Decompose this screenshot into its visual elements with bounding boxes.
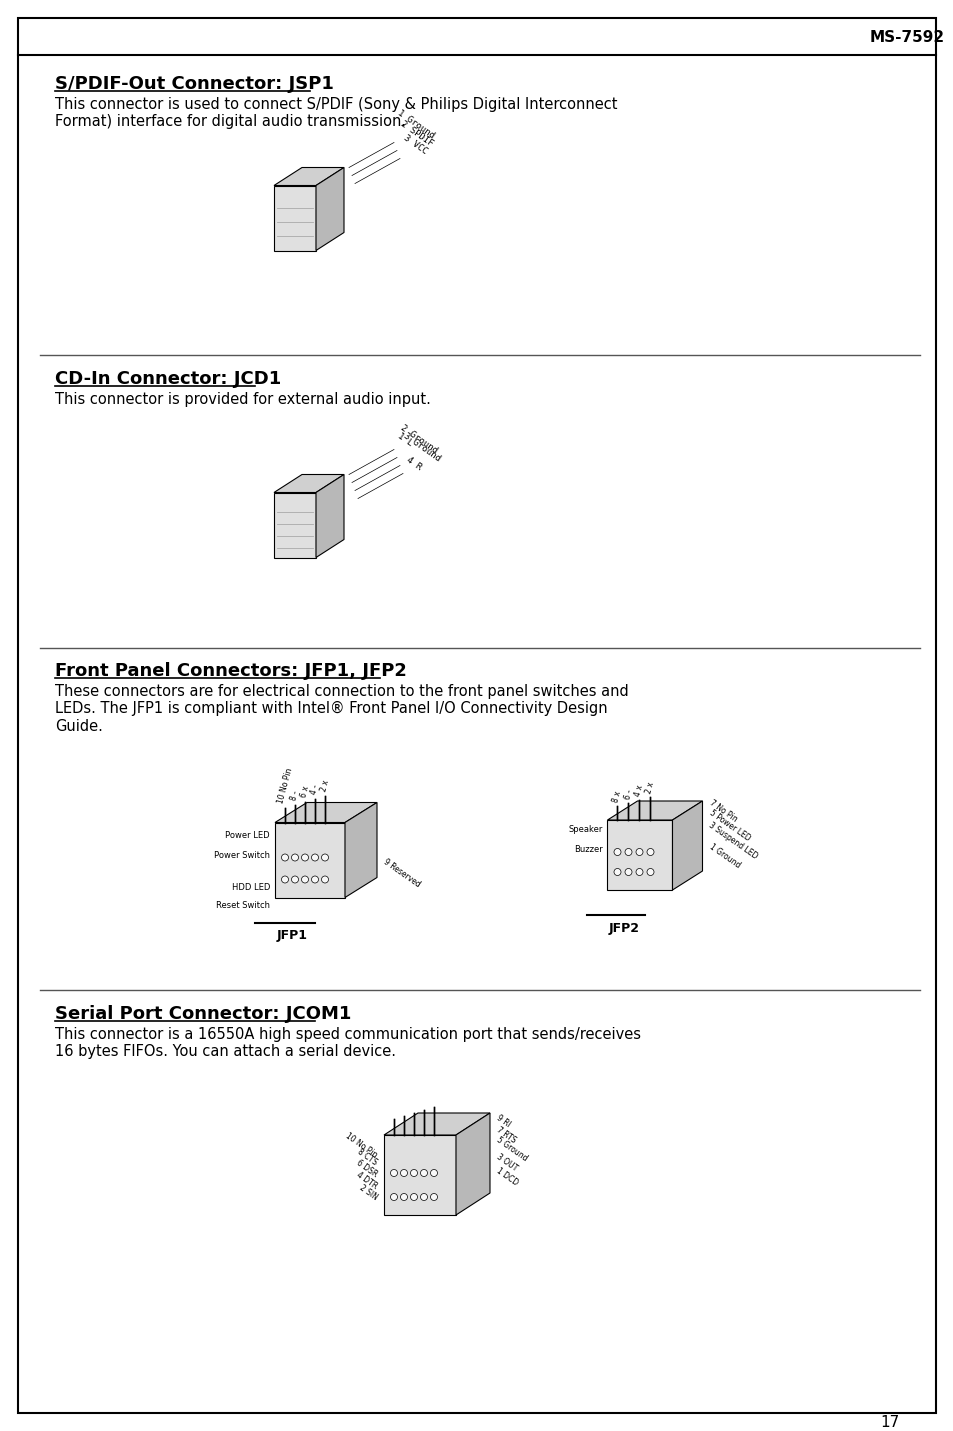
Text: 8 x: 8 x xyxy=(611,790,622,804)
Circle shape xyxy=(301,854,308,861)
Polygon shape xyxy=(274,186,315,250)
Text: 6 x: 6 x xyxy=(299,784,311,798)
Text: 17: 17 xyxy=(879,1415,899,1430)
Circle shape xyxy=(312,876,318,883)
Circle shape xyxy=(281,876,288,883)
Text: 1 Ground: 1 Ground xyxy=(395,109,436,140)
Circle shape xyxy=(410,1193,417,1201)
Text: Speaker: Speaker xyxy=(568,826,602,834)
Text: 4 -: 4 - xyxy=(309,784,320,796)
Text: MS-7592: MS-7592 xyxy=(869,30,944,44)
Circle shape xyxy=(646,869,654,876)
Text: CD-In Connector: JCD1: CD-In Connector: JCD1 xyxy=(55,371,281,388)
Circle shape xyxy=(614,869,620,876)
Text: This connector is used to connect S/PDIF (Sony & Philips Digital Interconnect
Fo: This connector is used to connect S/PDIF… xyxy=(55,97,617,129)
Text: 2 SPDIF: 2 SPDIF xyxy=(398,120,435,149)
Polygon shape xyxy=(456,1113,490,1215)
Circle shape xyxy=(636,849,642,856)
Circle shape xyxy=(312,854,318,861)
Text: JFP2: JFP2 xyxy=(608,922,639,934)
Text: Serial Port Connector: JCOM1: Serial Port Connector: JCOM1 xyxy=(55,1005,351,1023)
Text: Buzzer: Buzzer xyxy=(573,846,602,854)
Polygon shape xyxy=(607,801,701,820)
Circle shape xyxy=(410,1169,417,1176)
Polygon shape xyxy=(274,167,344,186)
Polygon shape xyxy=(315,167,344,250)
Text: 5 Power LED: 5 Power LED xyxy=(707,809,751,843)
Text: 4 R: 4 R xyxy=(405,455,423,471)
Text: 8 -: 8 - xyxy=(289,790,300,801)
Text: 3 Ground: 3 Ground xyxy=(401,432,442,464)
Circle shape xyxy=(420,1169,427,1176)
Text: S/PDIF-Out Connector: JSP1: S/PDIF-Out Connector: JSP1 xyxy=(55,74,334,93)
Text: JFP1: JFP1 xyxy=(276,930,308,943)
Polygon shape xyxy=(345,803,376,897)
Polygon shape xyxy=(274,475,344,492)
Text: Power LED: Power LED xyxy=(225,830,270,840)
Text: 2 x: 2 x xyxy=(644,781,656,796)
Text: 1 Ground: 1 Ground xyxy=(707,843,740,870)
Text: HDD LED: HDD LED xyxy=(232,883,270,892)
Circle shape xyxy=(624,849,631,856)
Text: Power Switch: Power Switch xyxy=(213,850,270,860)
Circle shape xyxy=(420,1193,427,1201)
Polygon shape xyxy=(384,1135,456,1215)
Circle shape xyxy=(321,876,328,883)
Text: 1 L: 1 L xyxy=(395,431,414,448)
Circle shape xyxy=(281,854,288,861)
Polygon shape xyxy=(607,820,672,890)
Circle shape xyxy=(624,869,631,876)
Text: 7 RTS: 7 RTS xyxy=(495,1125,517,1145)
Text: 3 Suspend LED: 3 Suspend LED xyxy=(707,821,759,861)
Text: 2 Ground: 2 Ground xyxy=(398,424,439,455)
Polygon shape xyxy=(274,492,315,558)
Text: This connector is provided for external audio input.: This connector is provided for external … xyxy=(55,392,431,406)
Text: 4 x: 4 x xyxy=(633,784,644,798)
Text: 7 No Pin: 7 No Pin xyxy=(707,798,738,824)
Polygon shape xyxy=(274,803,376,823)
Text: 9 RI: 9 RI xyxy=(495,1113,512,1129)
Text: 3 OUT: 3 OUT xyxy=(495,1152,518,1173)
Text: 1 DCD: 1 DCD xyxy=(495,1166,519,1188)
Text: 2 x: 2 x xyxy=(319,778,331,793)
Text: 8 CTS: 8 CTS xyxy=(355,1148,378,1166)
Circle shape xyxy=(321,854,328,861)
Text: This connector is a 16550A high speed communication port that sends/receives
16 : This connector is a 16550A high speed co… xyxy=(55,1027,640,1059)
Text: 4 DTR: 4 DTR xyxy=(355,1171,378,1192)
Circle shape xyxy=(430,1193,437,1201)
Circle shape xyxy=(430,1169,437,1176)
Circle shape xyxy=(390,1193,397,1201)
Text: 10 No Pin: 10 No Pin xyxy=(275,767,294,804)
Text: 6 DSR: 6 DSR xyxy=(355,1159,378,1179)
Circle shape xyxy=(292,854,298,861)
Text: 3 VCC: 3 VCC xyxy=(401,133,429,156)
Text: 10 No Pin: 10 No Pin xyxy=(344,1130,378,1159)
Polygon shape xyxy=(672,801,701,890)
Circle shape xyxy=(646,849,654,856)
Text: Front Panel Connectors: JFP1, JFP2: Front Panel Connectors: JFP1, JFP2 xyxy=(55,663,406,680)
Circle shape xyxy=(636,869,642,876)
Circle shape xyxy=(614,849,620,856)
Text: 6 -: 6 - xyxy=(622,788,634,801)
Polygon shape xyxy=(384,1113,490,1135)
Circle shape xyxy=(400,1193,407,1201)
Text: These connectors are for electrical connection to the front panel switches and
L: These connectors are for electrical conn… xyxy=(55,684,628,734)
Text: 5 Ground: 5 Ground xyxy=(495,1135,529,1163)
Polygon shape xyxy=(274,823,345,897)
Text: 9 Reserved: 9 Reserved xyxy=(381,857,422,890)
Text: Reset Switch: Reset Switch xyxy=(215,902,270,910)
Circle shape xyxy=(301,876,308,883)
Text: 2 SIN: 2 SIN xyxy=(357,1183,378,1202)
Polygon shape xyxy=(315,475,344,558)
Circle shape xyxy=(390,1169,397,1176)
Circle shape xyxy=(400,1169,407,1176)
Circle shape xyxy=(292,876,298,883)
